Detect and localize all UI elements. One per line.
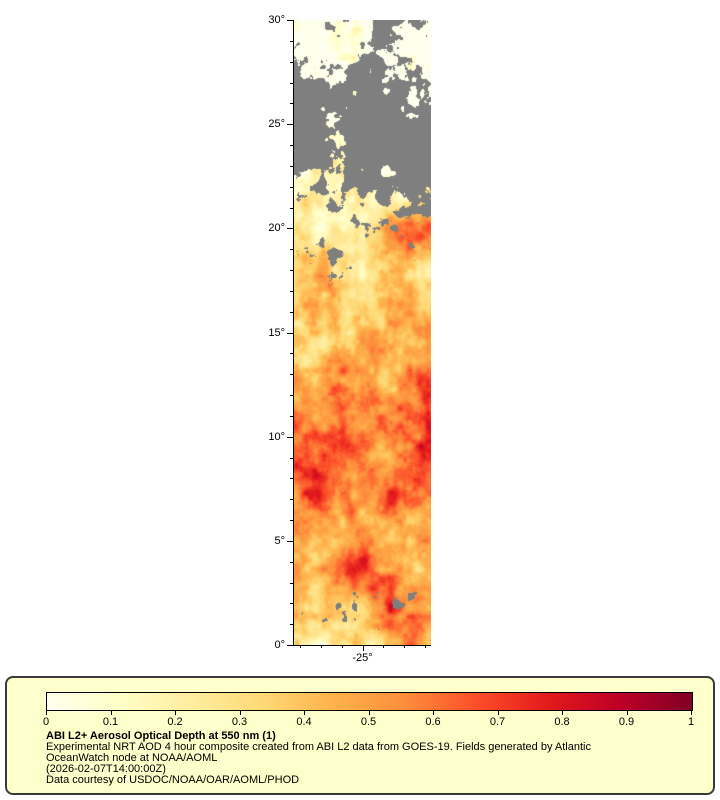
y-minor-tick (290, 415, 293, 417)
y-tick-label: 30° (268, 14, 285, 26)
colorbar (46, 692, 693, 711)
y-minor-tick (290, 186, 293, 188)
x-minor-tick (424, 645, 426, 648)
legend-title: ABI L2+ Aerosol Optical Depth at 550 nm … (46, 730, 276, 742)
colorbar-tick-label: 0.6 (425, 716, 441, 728)
y-tick-label: 25° (268, 118, 285, 131)
legend-text: ABI L2+ Aerosol Optical Depth at 550 nm … (46, 731, 703, 786)
y-axis-line (293, 20, 294, 646)
x-tick-label: -25° (352, 652, 373, 664)
y-tick (287, 645, 293, 646)
y-minor-tick (290, 40, 293, 42)
y-minor-tick (290, 270, 293, 271)
y-minor-tick (290, 207, 293, 209)
y-minor-tick (290, 61, 293, 63)
x-minor-tick (300, 645, 302, 648)
colorbar-tick-label: 0.2 (167, 716, 183, 728)
colorbar-tick (304, 711, 305, 715)
legend-timestamp: (2026-02-07T14:00:00Z) (46, 763, 166, 775)
y-minor-tick (290, 561, 293, 563)
y-minor-tick (290, 374, 293, 376)
y-tick-label: 20° (268, 222, 285, 235)
colorbar-tick (497, 711, 499, 715)
y-minor-tick (290, 165, 293, 167)
colorbar-tick-label: 0.5 (360, 716, 377, 728)
y-minor-tick (290, 311, 293, 313)
colorbar-tick-label: 0.9 (618, 716, 635, 728)
y-minor-tick (290, 624, 293, 626)
y-minor-tick (290, 290, 293, 292)
colorbar-tick (110, 711, 112, 715)
y-minor-tick (290, 103, 293, 105)
y-minor-tick (290, 145, 293, 146)
legend-box: 0 0.1 0.2 0.3 0.4 0.5 0.6 0.7 0.8 0.9 1 ABI L2+ Ae… (5, 676, 715, 795)
y-minor-tick (290, 249, 293, 251)
colorbar-tick (562, 711, 563, 715)
y-minor-tick (290, 395, 293, 396)
colorbar-ticks (46, 711, 692, 715)
y-tick-label: 10° (268, 430, 285, 443)
colorbar-tick-label: 0.1 (102, 716, 119, 728)
legend-caption-line-2: OceanWatch node at NOAA/AOML (46, 752, 218, 764)
y-tick (287, 332, 293, 334)
y-minor-tick (290, 520, 293, 521)
y-minor-tick (290, 603, 293, 605)
y-minor-tick (290, 457, 293, 459)
y-tick (287, 436, 293, 438)
y-minor-tick (290, 499, 293, 501)
x-minor-tick (383, 645, 385, 648)
x-minor-tick (320, 645, 322, 648)
y-minor-tick (290, 353, 293, 355)
legend-caption-line-1: Experimental NRT AOD 4 hour composite cr… (46, 741, 591, 753)
colorbar-tick (46, 711, 47, 715)
y-minor-tick (290, 82, 293, 84)
y-minor-tick (290, 478, 293, 480)
colorbar-tick (239, 711, 241, 715)
x-tick (362, 645, 364, 651)
y-tick (287, 20, 293, 21)
aod-map-canvas (294, 20, 431, 645)
y-tick (287, 228, 293, 230)
y-tick-label: 5° (274, 534, 285, 547)
colorbar-tick-label: 1 (687, 716, 695, 728)
colorbar-tick (175, 711, 176, 715)
colorbar-tick-label: 0.7 (489, 716, 506, 728)
y-tick (287, 124, 293, 126)
colorbar-tick-label: 0 (42, 716, 50, 728)
x-minor-tick (341, 645, 343, 648)
x-axis-line (293, 645, 431, 646)
y-tick-label: 15° (268, 326, 285, 339)
colorbar-tick (368, 711, 370, 715)
x-minor-tick (404, 645, 405, 648)
legend-credit: Data courtesy of USDOC/NOAA/OAR/AOML/PHO… (46, 774, 300, 786)
colorbar-tick-label: 0.8 (554, 716, 570, 728)
y-minor-tick (290, 582, 293, 584)
colorbar-tick (433, 711, 434, 715)
colorbar-labels: 0 0.1 0.2 0.3 0.4 0.5 0.6 0.7 0.8 0.9 1 (42, 716, 695, 729)
colorbar-tick (691, 711, 692, 715)
colorbar-tick-label: 0.3 (231, 716, 248, 728)
y-tick (287, 540, 293, 542)
colorbar-tick (626, 711, 628, 715)
colorbar-tick-label: 0.4 (296, 716, 312, 728)
y-tick-label: 0° (274, 639, 285, 651)
